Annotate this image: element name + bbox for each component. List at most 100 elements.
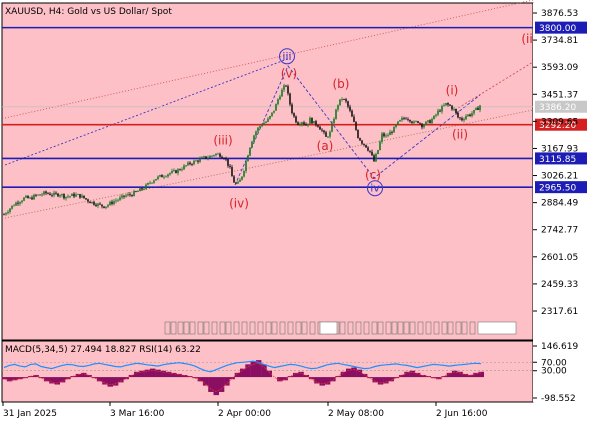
macd-histogram-bar	[1, 377, 7, 380]
candle-body	[325, 132, 327, 137]
period-separator-box	[295, 321, 302, 335]
macd-histogram-bar	[59, 377, 66, 383]
macd-histogram-bar	[149, 368, 156, 378]
candle-body	[27, 195, 29, 199]
macd-histogram-bar	[361, 373, 368, 378]
candle-body	[279, 96, 281, 100]
candle-body	[29, 197, 31, 199]
candle-body	[445, 103, 447, 106]
macd-histogram-bar	[383, 377, 389, 384]
candle-body	[123, 195, 125, 197]
candle-body	[181, 169, 183, 171]
period-separator-box	[377, 321, 384, 335]
candle-body	[271, 112, 273, 117]
candle-body	[455, 108, 457, 113]
candle-body	[379, 141, 381, 151]
candle-body	[147, 182, 149, 185]
candle-body	[131, 195, 133, 197]
macd-histogram-bar	[181, 374, 188, 378]
candle-body	[35, 194, 37, 196]
candle-body	[289, 93, 291, 105]
period-separator-box	[385, 321, 392, 335]
candle-body	[463, 119, 465, 121]
candle-body	[205, 156, 207, 159]
candle-body	[111, 201, 113, 204]
candle-body	[37, 194, 39, 196]
candle-body	[245, 161, 247, 171]
macd-histogram-bar	[409, 370, 416, 378]
candle-body	[423, 124, 425, 128]
candle-body	[77, 194, 79, 195]
wave-label: (ii)	[452, 128, 468, 142]
candle-body	[469, 114, 471, 116]
candle-body	[389, 131, 391, 136]
candle-body	[345, 99, 347, 102]
candle-body	[293, 113, 295, 117]
chart-title: XAUUSD, H4: Gold vs US Dollar/ Spot	[5, 7, 172, 17]
candle-body	[299, 124, 301, 126]
candle-body	[409, 119, 411, 122]
price-level-label: 3800.00	[539, 24, 576, 34]
candle-body	[415, 121, 417, 122]
price-tick-label: 3026.21	[541, 172, 578, 182]
candle-body	[317, 125, 319, 127]
candle-body	[119, 197, 121, 200]
candle-body	[263, 122, 265, 126]
candle-body	[179, 169, 181, 171]
macd-histogram-bar	[144, 369, 151, 378]
candle-body	[391, 131, 393, 133]
macd-histogram-bar	[367, 377, 373, 379]
candle-body	[233, 176, 235, 183]
macd-histogram-bar	[335, 376, 341, 378]
indicator-series	[1, 360, 533, 396]
macd-histogram-bar	[240, 368, 246, 378]
macd-histogram-bar	[33, 374, 39, 378]
macd-histogram-bar	[123, 377, 129, 380]
candle-body	[51, 195, 53, 196]
candle-body	[9, 208, 11, 212]
candle-body	[447, 103, 449, 105]
candle-body	[91, 201, 93, 204]
macd-histogram-bar	[213, 377, 219, 396]
candle-body	[315, 121, 317, 126]
candle-body	[449, 104, 451, 106]
macd-histogram-bar	[49, 377, 55, 384]
price-level-label: 3292.20	[539, 121, 576, 131]
period-separators	[164, 321, 517, 335]
candle-body	[169, 172, 171, 175]
period-separator-box	[417, 321, 424, 335]
candle-body	[75, 194, 77, 197]
candle-body	[337, 105, 339, 110]
candle-body	[351, 110, 353, 117]
candle-body	[459, 117, 461, 119]
time-tick-label: 2 Jun 16:00	[436, 409, 488, 419]
candle-body	[327, 136, 329, 138]
macd-histogram-bar	[351, 367, 357, 378]
period-separator-box	[301, 321, 308, 335]
macd-histogram-bar	[377, 377, 384, 385]
candle-body	[227, 159, 229, 166]
candle-body	[347, 101, 349, 107]
candle-body	[203, 156, 205, 158]
price-tick-label: 2317.61	[541, 307, 578, 317]
macd-histogram-bar	[197, 377, 204, 382]
candle-body	[353, 116, 355, 122]
time-tick-label: 31 Jan 2025	[3, 409, 57, 419]
period-separator-box	[409, 321, 416, 335]
candle-body	[269, 116, 271, 119]
candle-body	[429, 120, 431, 124]
candle-body	[277, 99, 279, 105]
candle-body	[411, 121, 413, 123]
candle-body	[217, 153, 219, 155]
candle-body	[265, 121, 267, 123]
candle-body	[343, 99, 345, 100]
main-plot-area	[1, 2, 534, 341]
macd-histogram-bar	[467, 374, 474, 378]
candle-body	[453, 108, 455, 110]
candle-body	[71, 193, 73, 196]
candle-body	[19, 202, 21, 204]
candle-body	[83, 195, 85, 199]
macd-histogram-bar	[112, 377, 119, 386]
candle-body	[15, 202, 17, 206]
candle-body	[225, 158, 227, 160]
